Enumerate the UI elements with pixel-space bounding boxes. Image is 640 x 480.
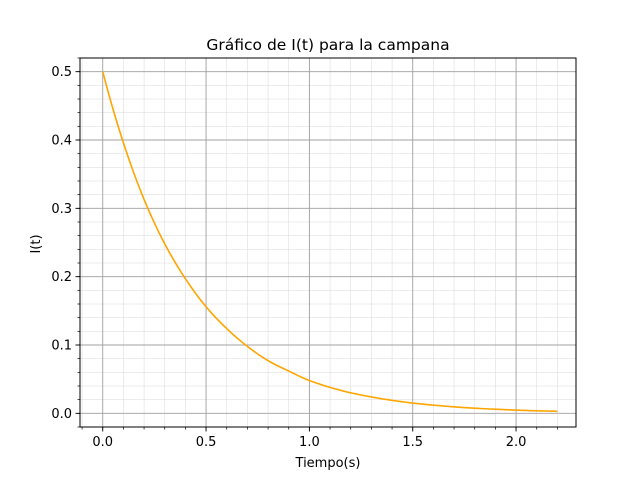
y-tick-label: 0.0 [51,407,72,422]
y-tick-label: 0.1 [51,339,72,354]
y-tick-label: 0.3 [51,202,72,217]
x-tick-label: 1.5 [402,435,423,450]
x-tick-label: 0.0 [92,435,113,450]
y-tick-label: 0.4 [51,134,72,149]
y-axis-ticks: 0.0 0.1 0.2 0.3 0.4 0.5 [51,57,80,428]
major-grid [80,58,576,427]
x-tick-label: 1.0 [299,435,320,450]
x-tick-label: 0.5 [196,435,217,450]
y-axis-label: I(t) [29,234,44,253]
series-line [101,71,558,413]
minor-grid [80,57,576,428]
x-axis-label: Tiempo(s) [295,456,361,471]
chart-title: Gráfico de I(t) para la campana [206,36,449,54]
x-axis-ticks: 0.0 0.5 1.0 1.5 2.0 [81,427,558,450]
x-tick-label: 2.0 [506,435,527,450]
plot-frame [79,57,577,428]
y-tick-label: 0.5 [51,65,72,80]
y-tick-label: 0.2 [51,270,72,285]
series-layer [101,71,558,413]
